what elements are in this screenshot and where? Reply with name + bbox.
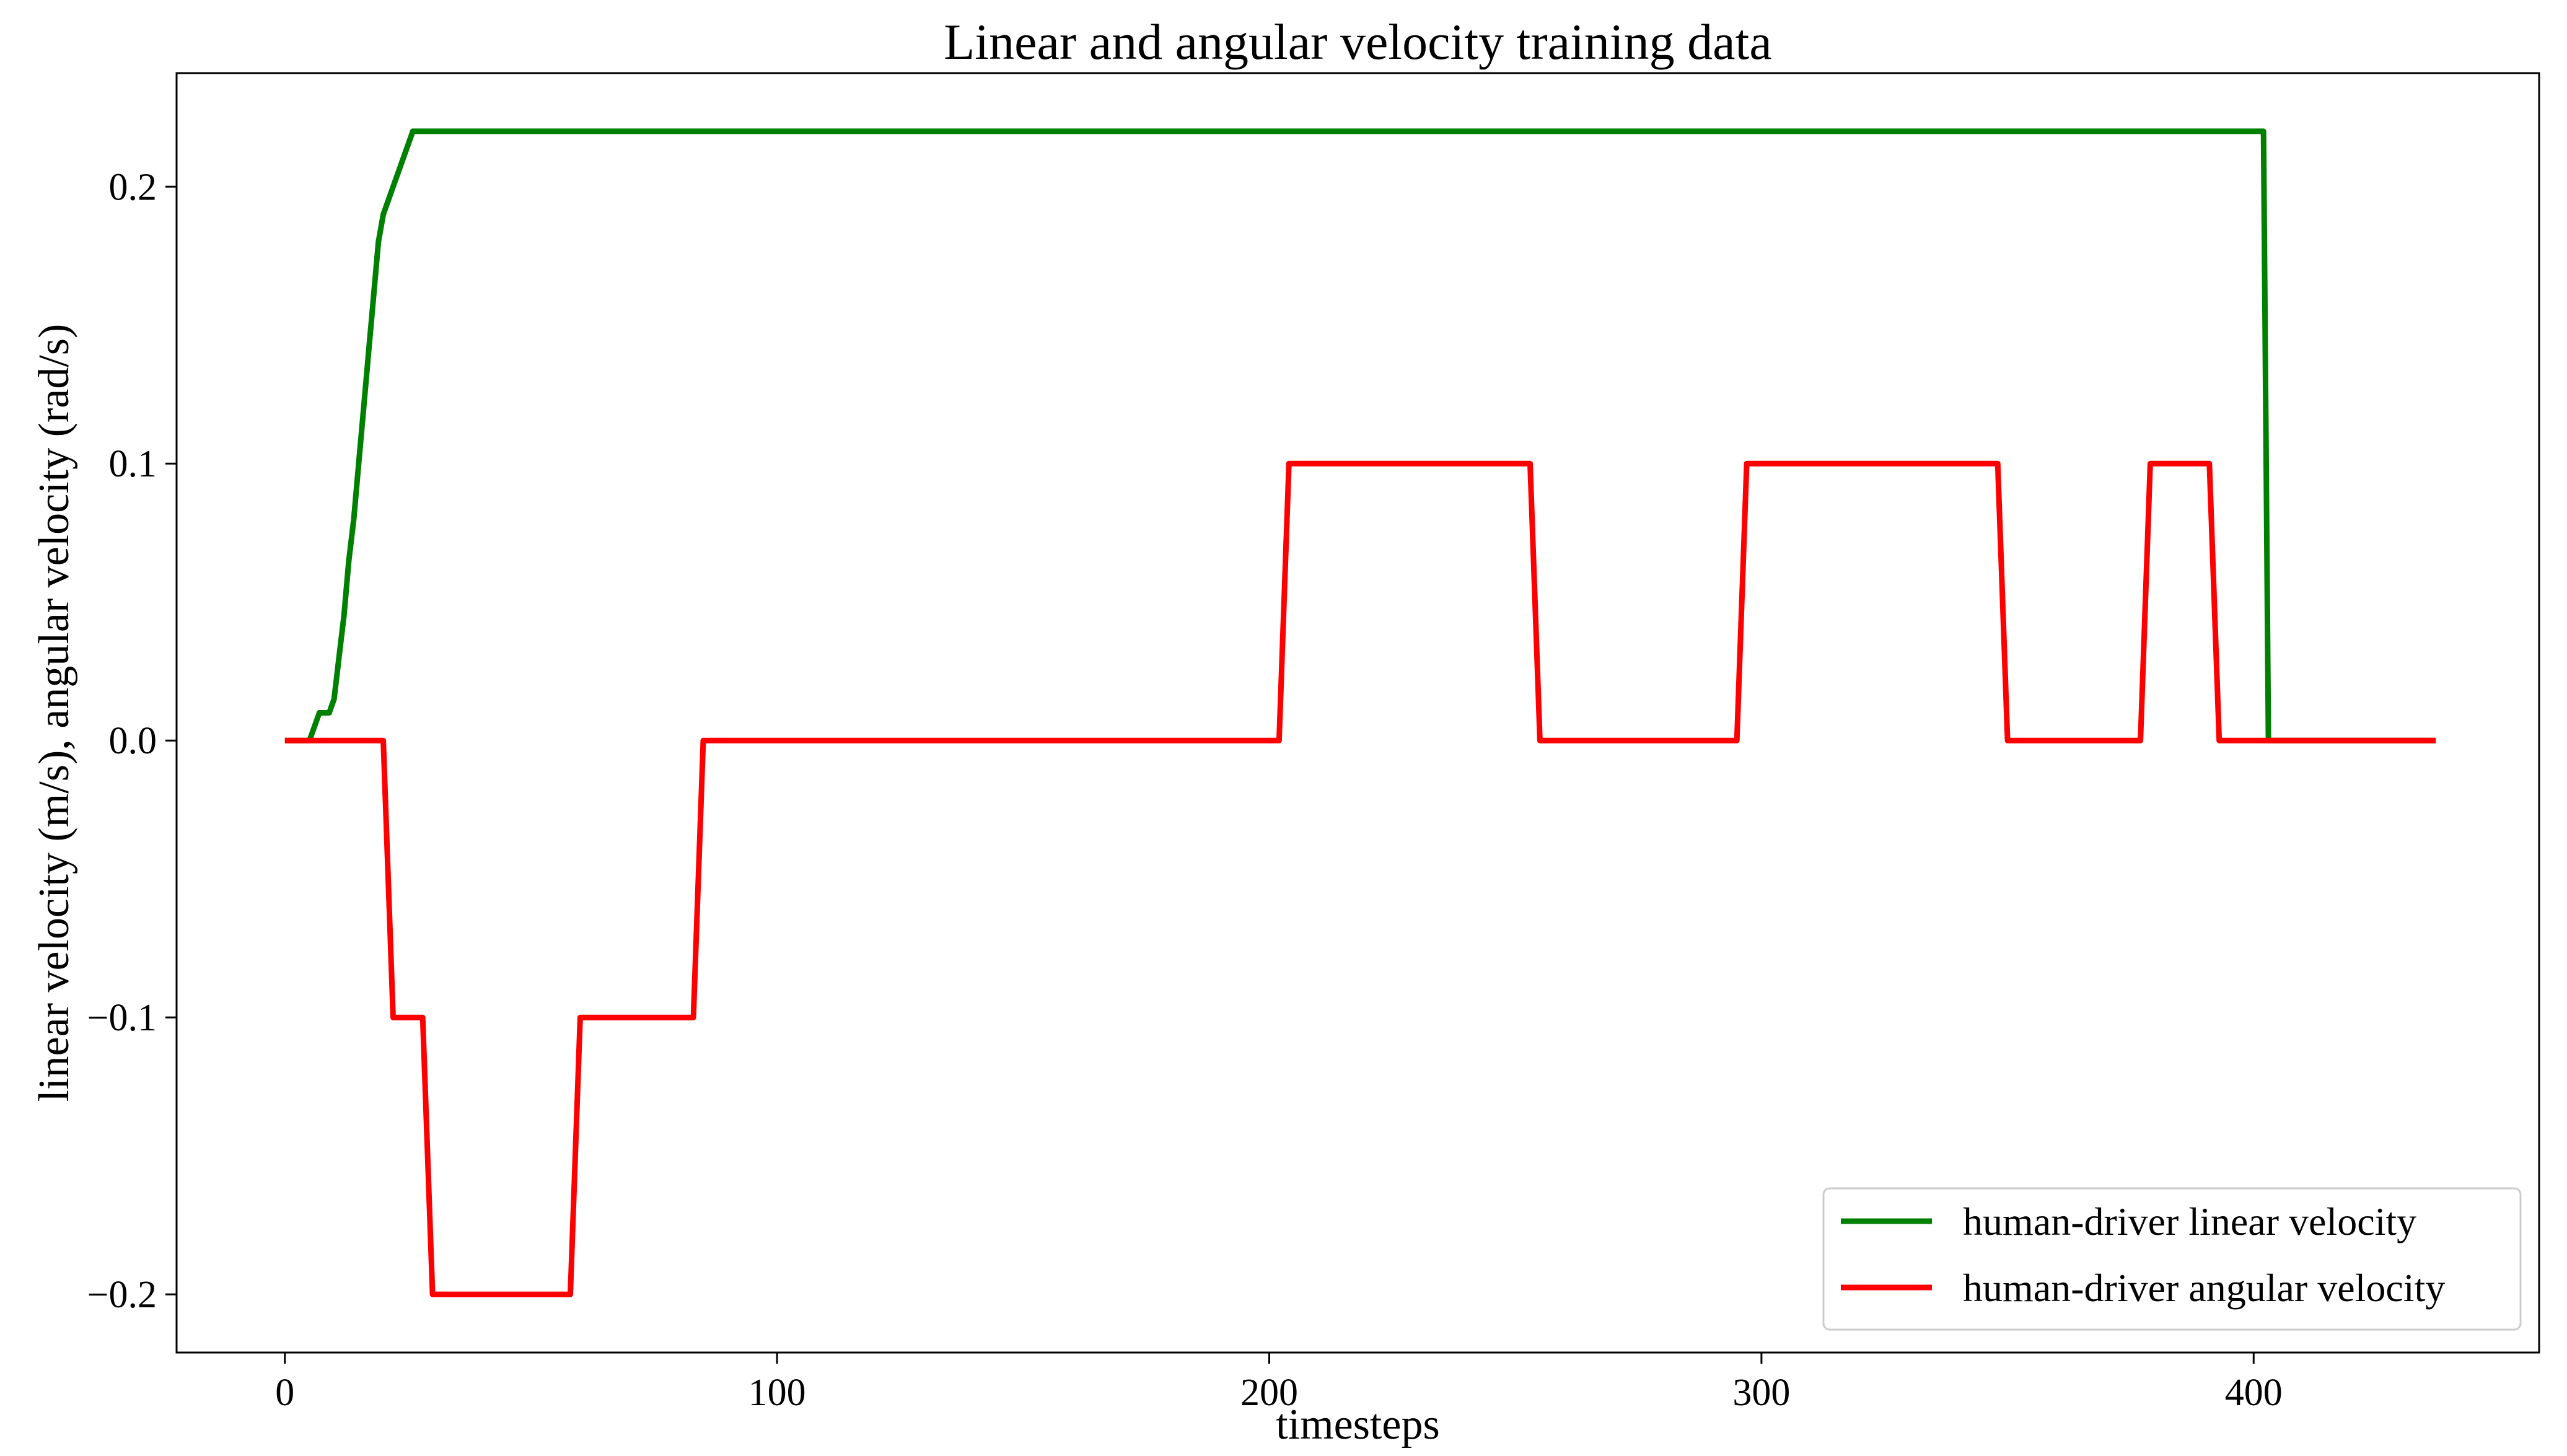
plot-frame [175, 72, 2540, 1354]
y-tick-label: 0.2 [109, 166, 157, 208]
x-tick-label: 100 [748, 1372, 806, 1414]
y-tick-label: 0.0 [109, 720, 157, 762]
linear-velocity-line [284, 128, 2436, 743]
x-tick-label: 200 [1240, 1372, 1298, 1414]
legend-box [1822, 1187, 2522, 1331]
angular-velocity-line [284, 460, 2436, 1297]
x-tick-label: 0 [275, 1372, 294, 1414]
x-tick-label: 400 [2225, 1372, 2283, 1414]
chart-title: Linear and angular velocity training dat… [944, 14, 1772, 70]
y-tick-label: 0.1 [109, 443, 157, 485]
y-tick-label: −0.1 [87, 997, 157, 1039]
y-tick-label: −0.2 [87, 1274, 157, 1316]
legend-label: human-driver angular velocity [1963, 1266, 2445, 1310]
ticks-layer: 0 100 200 300 400 −0.2 −0.1 0.0 0.1 0.2 [87, 166, 2283, 1414]
x-tick-label: 300 [1732, 1372, 1790, 1414]
x-axis-label: timesteps [1276, 1401, 1439, 1449]
legend-label: human-driver linear velocity [1963, 1199, 2416, 1243]
y-axis-label: linear velocity (m/s), angular velocity … [30, 324, 78, 1102]
legend: human-driver linear velocity human-driver… [1822, 1187, 2522, 1331]
series-layer [284, 128, 2436, 1297]
